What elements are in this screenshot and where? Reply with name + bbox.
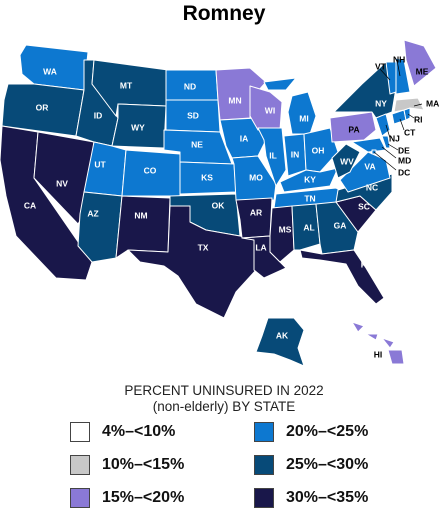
label-wv: WV	[340, 156, 354, 166]
label-ma: MA	[426, 98, 439, 108]
label-hi: HI	[374, 349, 383, 359]
label-co: CO	[144, 165, 157, 175]
legend-item-25-30: 25%–<30%	[254, 454, 368, 476]
label-oh: OH	[312, 145, 325, 155]
state-wv[interactable]	[331, 143, 361, 179]
label-pa: PA	[348, 124, 359, 134]
legend-label: 30%–<35%	[286, 489, 369, 506]
label-ct: CT	[404, 127, 416, 137]
label-wy: WY	[131, 122, 145, 132]
legend-item-4-10: 4%–<10%	[70, 421, 175, 443]
label-nc: NC	[366, 182, 378, 192]
label-ca: CA	[24, 200, 36, 210]
legend-swatch	[254, 488, 274, 508]
label-ny: NY	[375, 98, 387, 108]
label-md: MD	[398, 155, 411, 165]
label-ia: IA	[240, 133, 249, 143]
label-ga: GA	[334, 220, 347, 230]
label-sc: SC	[358, 201, 370, 211]
label-vt: VT	[375, 61, 387, 71]
legend-item-10-15: 10%–<15%	[70, 454, 184, 476]
legend-swatch	[70, 422, 90, 442]
state-me[interactable]	[403, 39, 437, 87]
label-tn: TN	[304, 193, 315, 203]
label-in: IN	[291, 149, 300, 159]
legend-item-20-25: 20%–<25%	[254, 421, 368, 443]
label-or: OR	[36, 102, 49, 112]
label-id: ID	[94, 110, 103, 120]
label-ks: KS	[201, 172, 213, 182]
legend-label: 10%–<15%	[102, 456, 185, 473]
label-ut: UT	[94, 159, 106, 169]
label-sd: SD	[187, 110, 199, 120]
label-ok: OK	[212, 200, 226, 210]
label-mi: MI	[299, 113, 308, 123]
legend-label: 4%–<10%	[102, 423, 176, 440]
state-wy[interactable]	[111, 103, 167, 149]
label-mn: MN	[228, 95, 241, 105]
label-tx: TX	[198, 242, 209, 252]
legend-label: 20%–<25%	[286, 423, 369, 440]
state-fl[interactable]	[299, 249, 385, 305]
state-ma[interactable]	[393, 97, 425, 113]
legend-heading: PERCENT UNINSURED IN 2022 (non-elderly) …	[0, 383, 448, 415]
label-fl: FL	[361, 259, 371, 269]
state-de[interactable]	[381, 135, 391, 149]
label-ri: RI	[414, 114, 423, 124]
state-nc[interactable]	[335, 173, 393, 211]
legend-swatch	[254, 455, 274, 475]
label-nh: NH	[393, 54, 405, 64]
state-tx[interactable]	[127, 205, 257, 319]
label-dc: DC	[398, 167, 410, 177]
label-ar: AR	[250, 207, 262, 217]
label-wi: WI	[265, 105, 275, 115]
label-mo: MO	[249, 172, 263, 182]
state-mo[interactable]	[231, 155, 277, 201]
state-az[interactable]	[77, 191, 123, 263]
label-az: AZ	[87, 208, 98, 218]
label-nm: NM	[134, 210, 147, 220]
label-mt: MT	[120, 80, 133, 90]
state-nm[interactable]	[115, 195, 171, 259]
label-ky: KY	[304, 174, 316, 184]
legend-label: 15%–<20%	[102, 489, 185, 506]
state-va[interactable]	[339, 151, 391, 193]
legend-swatch	[70, 488, 90, 508]
label-nj: NJ	[389, 133, 400, 143]
label-ne: NE	[191, 139, 203, 149]
state-nj[interactable]	[375, 113, 391, 137]
label-wa: WA	[43, 66, 57, 76]
label-de: DE	[398, 145, 410, 155]
map-title: Romney	[182, 2, 266, 25]
legend-heading-line1: PERCENT UNINSURED IN 2022	[124, 383, 324, 398]
legend-swatch	[70, 455, 90, 475]
us-choropleth-map: WA OR CA NV ID MT WY UT AZ CO NM ND SD N…	[0, 39, 439, 367]
legend-heading-line2: (non-elderly) BY STATE	[152, 399, 296, 414]
state-al[interactable]	[291, 203, 321, 251]
label-ms: MS	[279, 224, 292, 234]
state-oh[interactable]	[303, 127, 339, 173]
legend-label: 25%–<30%	[286, 456, 369, 473]
label-va: VA	[364, 161, 375, 171]
state-nh[interactable]	[395, 57, 411, 95]
legend-item-30-35: 30%–<35%	[254, 487, 368, 509]
state-ny[interactable]	[333, 61, 397, 119]
state-hi[interactable]	[351, 321, 405, 365]
label-la: LA	[255, 242, 266, 252]
legend-item-15-20: 15%–<20%	[70, 487, 184, 509]
state-ar[interactable]	[235, 197, 273, 239]
state-pa[interactable]	[329, 111, 377, 143]
label-il: IL	[269, 150, 277, 160]
label-nd: ND	[184, 81, 196, 91]
label-ak: AK	[276, 330, 289, 340]
label-me: ME	[416, 66, 429, 76]
state-il[interactable]	[257, 127, 287, 187]
legend-swatch	[254, 422, 274, 442]
label-nv: NV	[56, 178, 68, 188]
label-al: AL	[303, 222, 314, 232]
state-ak[interactable]	[255, 317, 305, 367]
